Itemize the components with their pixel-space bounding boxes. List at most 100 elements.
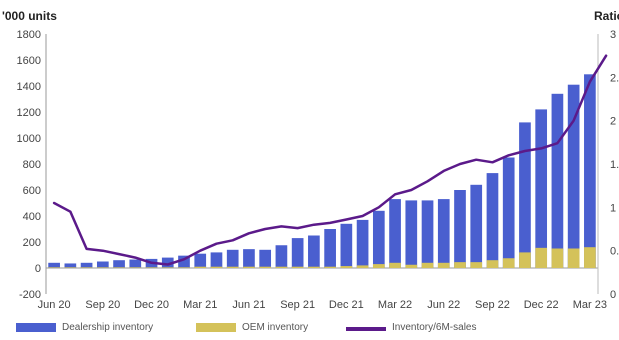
inventory-6m-sales-line — [52, 54, 608, 266]
x-tick-label: Mar 22 — [378, 299, 412, 311]
legend-swatch-oem — [196, 323, 236, 332]
dealership-inventory-bar — [454, 190, 466, 268]
oem-inventory-bar — [584, 247, 596, 268]
legend-swatch-ratio — [346, 326, 386, 331]
oem-inventory-bar — [421, 262, 434, 268]
oem-inventory-bar — [64, 267, 77, 268]
dealership-inventory-bar — [405, 200, 418, 268]
oem-inventory-bar — [486, 260, 499, 268]
dealership-inventory-bar — [389, 199, 401, 268]
dealership-inventory-bar — [437, 199, 450, 268]
oem-inventory-bar — [275, 266, 288, 268]
dealership-inventory-bar — [113, 260, 125, 268]
oem-inventory-bar — [405, 264, 418, 268]
x-tick-label: Jun 22 — [427, 299, 460, 311]
x-tick-label: Sep 22 — [475, 299, 510, 311]
x-tick-label: Dec 20 — [134, 299, 169, 311]
oem-inventory-bar — [243, 266, 255, 268]
y-tick-label: 600 — [23, 185, 41, 197]
y-tick-label: -200 — [19, 289, 41, 301]
oem-inventory-bar — [324, 266, 336, 268]
y2-tick-label: 0 — [610, 289, 616, 301]
oem-inventory-bar — [259, 266, 272, 268]
x-tick-label: Mar 23 — [573, 299, 607, 311]
x-tick-label: Sep 21 — [280, 299, 315, 311]
legend-label-dealership: Dealership inventory — [62, 322, 154, 333]
oem-inventory-bar — [291, 266, 304, 268]
left-axis-unit: '000 units — [2, 9, 57, 23]
oem-inventory-bar — [194, 266, 207, 268]
ratio-line — [52, 54, 608, 266]
y-tick-label: 1400 — [17, 81, 41, 93]
y-tick-label: 1800 — [17, 29, 41, 41]
x-tick-label: Mar 21 — [183, 299, 217, 311]
dealership-inventory-bar — [178, 255, 190, 268]
y2-tick-label: 1.5 — [610, 159, 619, 171]
oem-inventory-bar — [519, 252, 531, 268]
legend-item-ratio: Inventory/6M-sales — [346, 322, 477, 333]
oem-inventory-bar — [226, 266, 239, 268]
dealership-inventory-bar — [551, 93, 564, 268]
dealership-inventory-bar — [340, 223, 353, 268]
oem-inventory-bar — [502, 258, 515, 268]
oem-inventory-bar — [535, 247, 548, 268]
dealership-inventory-bar — [535, 109, 548, 269]
dealership-inventory-bar — [291, 238, 304, 268]
dealership-inventory-bar — [161, 257, 174, 268]
oem-inventory-bar — [145, 267, 158, 268]
dealership-inventory-bar — [372, 210, 385, 268]
dealership-inventory-bar — [421, 200, 434, 268]
oem-inventory-bar — [308, 266, 320, 268]
legend-item-dealership: Dealership inventory — [16, 322, 153, 333]
oem-inventory-bar — [48, 267, 60, 268]
dealership-inventory-bar — [519, 122, 531, 269]
oem-inventory-bar — [372, 264, 385, 268]
oem-inventory-bar — [551, 248, 564, 268]
y-tick-label: 1600 — [17, 55, 41, 67]
dealership-inventory-bar — [64, 263, 77, 268]
y2-tick-label: 3 — [610, 29, 616, 41]
y2-tick-label: 2.5 — [610, 72, 619, 84]
dealership-inventory-bar — [567, 84, 580, 268]
x-tick-label: Dec 21 — [329, 299, 364, 311]
oem-inventory-bar — [389, 262, 401, 268]
dealership-inventory-bar — [356, 219, 369, 268]
oem-inventory-bar — [96, 267, 109, 268]
y-tick-label: 1000 — [17, 133, 41, 145]
y-tick-label: 200 — [23, 237, 41, 249]
oem-inventory-bar — [178, 267, 190, 268]
x-tick-label: Dec 22 — [524, 299, 559, 311]
dealership-inventory-bar — [275, 245, 288, 268]
oem-inventory-bar — [161, 267, 174, 268]
dealership-inventory-bar — [96, 261, 109, 268]
dealership-inventory-bar — [502, 157, 515, 268]
dealership-inventory-bar — [584, 74, 596, 268]
dealership-inventory-bar — [210, 252, 223, 268]
x-tick-label: Jun 20 — [38, 299, 71, 311]
dealership-inventory-bar — [259, 249, 272, 268]
oem-inventory-bar — [470, 262, 483, 268]
axes: -200 0 200 400 600 800 1000 1200 1400 1600 1800 0 0.… — [17, 29, 619, 311]
oem-inventory-bar — [454, 262, 466, 268]
y-tick-label: 0 — [35, 263, 41, 275]
dealership-inventory-bar — [80, 262, 93, 268]
dealership-inventory-bar — [226, 249, 239, 268]
legend-label-ratio: Inventory/6M-sales — [392, 322, 477, 333]
dealership-inventory-bar — [470, 184, 483, 268]
oem-inventory-bar — [356, 265, 369, 268]
y-tick-label: 1200 — [17, 107, 41, 119]
oem-inventory-bar — [567, 248, 580, 268]
dealership-inventory-bar — [486, 173, 499, 268]
y-tick-label: 400 — [23, 211, 41, 223]
y2-tick-label: 2 — [610, 116, 616, 128]
oem-inventory-bar — [113, 267, 125, 268]
x-tick-label: Sep 20 — [85, 299, 120, 311]
x-tick-label: Jun 21 — [232, 299, 265, 311]
y2-tick-label: 1 — [610, 202, 616, 214]
legend-swatch-dealership — [16, 323, 56, 332]
dealership-inventory-bar — [243, 249, 255, 268]
dealership-inventory-bar — [324, 229, 336, 268]
oem-inventory-bar — [129, 267, 142, 268]
dealership-inventory-bar — [308, 235, 320, 268]
